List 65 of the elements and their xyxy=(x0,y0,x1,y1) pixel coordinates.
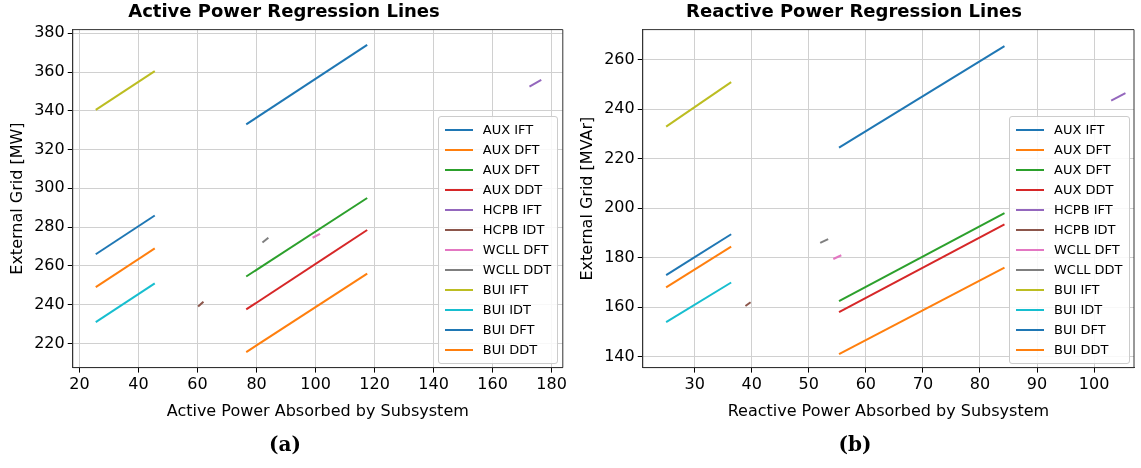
x-tick-label: 90 xyxy=(1026,374,1048,394)
y-axis-title: External Grid [MW] xyxy=(6,122,26,275)
legend-label: WCLL DFT xyxy=(482,242,549,258)
legend-label: BUI DDT xyxy=(1054,342,1109,358)
y-tick-label: 320 xyxy=(34,138,65,158)
legend-label: BUI IFT xyxy=(1054,282,1100,298)
y-tick-label: 240 xyxy=(34,293,65,313)
y-tick-label: 240 xyxy=(604,98,635,118)
legend-label: AUX IFT xyxy=(1054,122,1105,138)
chart-title: Active Power Regression Lines xyxy=(128,0,440,22)
y-tick-label: 340 xyxy=(34,99,65,119)
x-tick-label: 160 xyxy=(477,374,508,394)
legend-label: AUX DDT xyxy=(1054,182,1114,198)
legend-label: BUI IDT xyxy=(482,302,531,318)
y-tick-label: 220 xyxy=(34,332,65,352)
y-tick-label: 260 xyxy=(604,48,635,68)
legend-label: HCPB IDT xyxy=(482,222,545,238)
y-tick-label: 200 xyxy=(604,197,635,217)
legend-label: BUI DDT xyxy=(482,342,538,358)
x-tick-label: 50 xyxy=(798,374,819,394)
legend-label: BUI IDT xyxy=(1054,302,1103,318)
x-tick-label: 180 xyxy=(536,374,567,394)
legend-label: HCPB IDT xyxy=(1054,222,1116,238)
legend-label: WCLL DDT xyxy=(482,262,552,278)
legend-label: BUI DFT xyxy=(482,322,535,338)
x-tick-label: 70 xyxy=(912,374,934,394)
x-tick-label: 40 xyxy=(741,374,762,394)
y-axis-title: External Grid [MVAr] xyxy=(576,116,596,281)
legend-label: BUI DFT xyxy=(1054,322,1106,338)
x-tick-label: 100 xyxy=(1078,374,1110,394)
y-tick-label: 300 xyxy=(34,177,65,197)
x-tick-label: 100 xyxy=(300,374,331,394)
x-tick-label: 80 xyxy=(969,374,991,394)
y-tick-label: 380 xyxy=(34,22,65,42)
x-axis-title: Active Power Absorbed by Subsystem xyxy=(166,400,469,420)
y-tick-label: 140 xyxy=(604,345,635,365)
legend-label: HCPB IFT xyxy=(482,202,542,218)
y-tick-label: 180 xyxy=(604,246,635,266)
x-tick-label: 30 xyxy=(684,374,705,394)
y-tick-label: 280 xyxy=(34,216,65,236)
legend-label: AUX DFT xyxy=(482,142,540,158)
legend-label: WCLL DFT xyxy=(1054,242,1120,258)
x-tick-label: 80 xyxy=(246,374,267,394)
text: (b) xyxy=(837,432,873,456)
text: (a) xyxy=(268,432,302,456)
legend-label: AUX DFT xyxy=(482,162,540,178)
legend-label: BUI IFT xyxy=(482,282,529,298)
legend-label: AUX DFT xyxy=(1054,162,1111,178)
y-tick-label: 220 xyxy=(604,147,635,167)
legend-label: HCPB IFT xyxy=(1054,202,1113,218)
x-tick-label: 20 xyxy=(69,374,90,394)
legend-label: AUX IFT xyxy=(482,122,534,138)
y-tick-label: 360 xyxy=(34,61,65,81)
legend-label: WCLL DDT xyxy=(1054,262,1123,278)
x-tick-label: 40 xyxy=(128,374,149,394)
x-axis-title: Reactive Power Absorbed by Subsystem xyxy=(727,400,1050,420)
x-tick-label: 140 xyxy=(418,374,449,394)
legend-label: AUX DDT xyxy=(482,182,543,198)
x-tick-label: 120 xyxy=(359,374,390,394)
x-tick-label: 60 xyxy=(187,374,208,394)
legend-label: AUX DFT xyxy=(1054,142,1111,158)
x-tick-label: 60 xyxy=(855,374,877,394)
y-tick-label: 160 xyxy=(604,296,635,316)
chart-title: Reactive Power Regression Lines xyxy=(686,0,1022,22)
y-tick-label: 260 xyxy=(34,255,65,275)
